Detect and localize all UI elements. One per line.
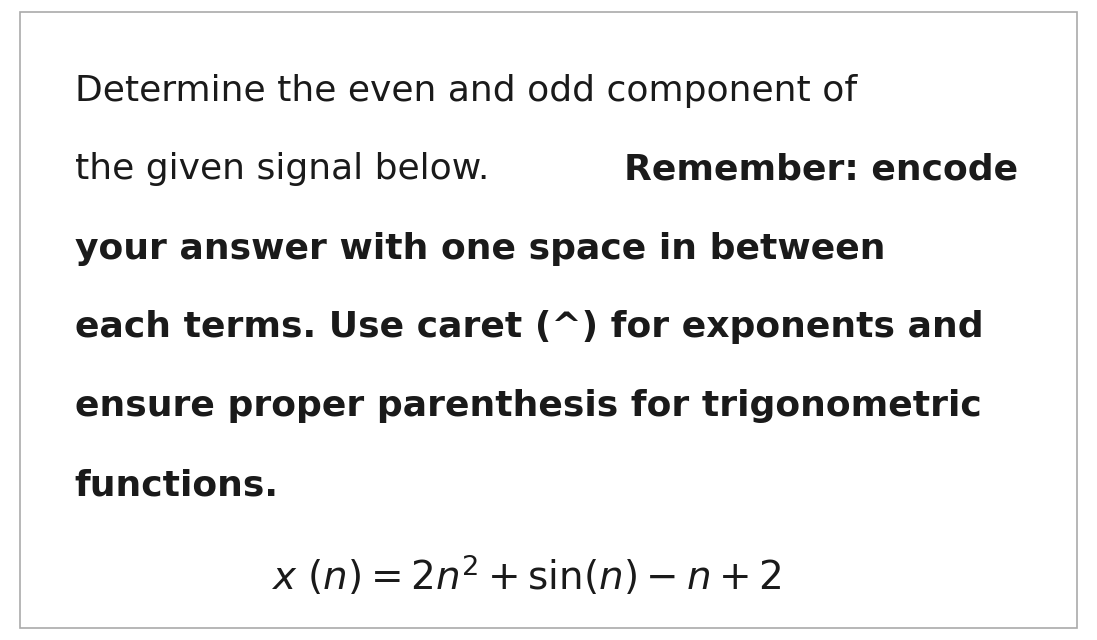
Text: the given signal below.: the given signal below. <box>75 152 500 186</box>
Text: Determine the even and odd component of: Determine the even and odd component of <box>75 74 857 108</box>
Text: $x\ (n) = 2n^2 + \sin(n) - n + 2$: $x\ (n) = 2n^2 + \sin(n) - n + 2$ <box>271 554 782 598</box>
Text: functions.: functions. <box>75 468 279 502</box>
FancyBboxPatch shape <box>20 12 1077 628</box>
Text: your answer with one space in between: your answer with one space in between <box>75 232 885 266</box>
Text: ensure proper parenthesis for trigonometric: ensure proper parenthesis for trigonomet… <box>75 389 982 423</box>
Text: Remember: encode: Remember: encode <box>624 152 1018 186</box>
Text: each terms. Use caret (^) for exponents and: each terms. Use caret (^) for exponents … <box>75 310 983 344</box>
